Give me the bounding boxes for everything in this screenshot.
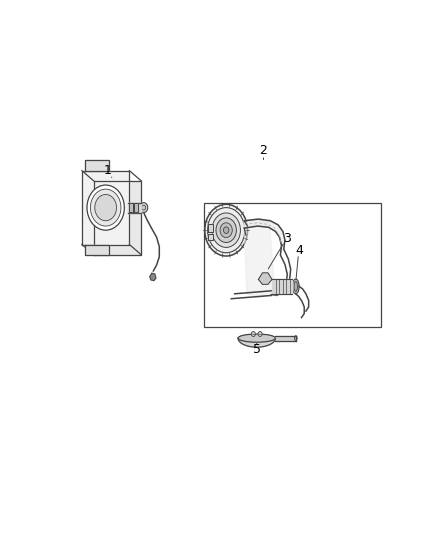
Ellipse shape <box>294 281 297 292</box>
Ellipse shape <box>294 336 297 341</box>
Text: 3: 3 <box>283 232 291 245</box>
Text: 2: 2 <box>260 144 268 157</box>
Ellipse shape <box>216 218 237 243</box>
Ellipse shape <box>212 213 240 247</box>
Text: 1: 1 <box>103 164 111 177</box>
Polygon shape <box>238 338 276 347</box>
Polygon shape <box>94 181 141 255</box>
Ellipse shape <box>208 208 245 253</box>
Polygon shape <box>244 219 275 297</box>
Polygon shape <box>85 245 109 255</box>
Polygon shape <box>276 336 296 341</box>
Polygon shape <box>272 279 293 294</box>
Text: 5: 5 <box>253 343 261 356</box>
Polygon shape <box>208 224 212 232</box>
Ellipse shape <box>238 334 276 342</box>
Polygon shape <box>208 235 212 240</box>
Ellipse shape <box>293 279 299 294</box>
Polygon shape <box>85 160 109 171</box>
Polygon shape <box>129 204 133 212</box>
Ellipse shape <box>141 205 146 210</box>
Polygon shape <box>244 219 285 254</box>
Polygon shape <box>258 273 272 284</box>
Text: 4: 4 <box>295 244 303 257</box>
Polygon shape <box>150 273 156 281</box>
Ellipse shape <box>258 332 262 336</box>
Polygon shape <box>134 204 138 212</box>
Ellipse shape <box>205 204 247 256</box>
Ellipse shape <box>140 203 148 213</box>
Ellipse shape <box>90 189 121 226</box>
Ellipse shape <box>220 223 232 238</box>
Polygon shape <box>82 171 130 245</box>
Ellipse shape <box>95 195 117 221</box>
Ellipse shape <box>87 185 124 230</box>
Ellipse shape <box>223 227 229 233</box>
Ellipse shape <box>251 332 255 336</box>
Bar <box>204 204 381 327</box>
